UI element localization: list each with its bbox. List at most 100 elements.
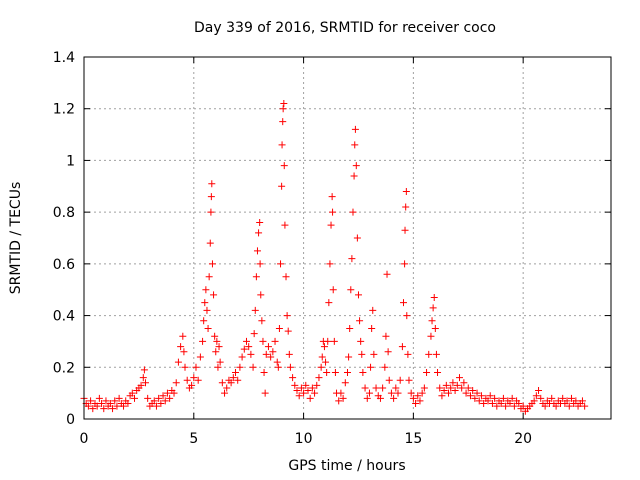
data-point: [188, 381, 196, 389]
data-point: [328, 193, 336, 201]
data-point: [120, 402, 128, 410]
data-point: [335, 397, 343, 405]
data-point: [300, 389, 308, 397]
data-point: [541, 402, 549, 410]
data-point: [363, 394, 371, 402]
data-point: [348, 255, 356, 263]
data-point: [141, 379, 149, 387]
data-point: [256, 260, 264, 268]
data-point: [236, 363, 244, 371]
data-point: [502, 402, 510, 410]
data-point: [357, 337, 365, 345]
data-point: [367, 363, 375, 371]
data-point: [324, 337, 332, 345]
data-point: [385, 376, 393, 384]
data-point: [170, 389, 178, 397]
data-point: [221, 389, 229, 397]
data-point: [190, 374, 198, 382]
data-point: [427, 332, 435, 340]
data-point: [229, 374, 237, 382]
data-point: [499, 394, 507, 402]
data-point: [194, 376, 202, 384]
data-point: [401, 226, 409, 234]
data-point: [412, 399, 420, 407]
data-point: [155, 394, 163, 402]
grid-lines: [84, 57, 611, 419]
data-point: [563, 397, 571, 405]
data-point: [166, 394, 174, 402]
data-point: [183, 376, 191, 384]
data-point: [354, 291, 362, 299]
data-point: [581, 402, 589, 410]
data-point: [179, 332, 187, 340]
data-point: [281, 221, 289, 229]
data-point: [368, 325, 376, 332]
data-point: [429, 304, 437, 312]
data-point: [306, 394, 314, 402]
data-point: [261, 389, 269, 397]
data-point: [115, 394, 123, 402]
data-point: [202, 286, 210, 294]
data-point: [304, 387, 312, 395]
data-point: [578, 397, 586, 405]
data-point: [157, 399, 165, 407]
data-point: [98, 399, 106, 407]
data-point: [227, 379, 235, 387]
data-point: [345, 353, 353, 361]
data-point: [405, 376, 413, 384]
data-point: [460, 379, 468, 387]
data-point: [211, 332, 219, 340]
data-point: [200, 317, 208, 325]
data-point: [329, 286, 337, 294]
x-tick-label: 15: [404, 431, 422, 447]
data-point: [150, 397, 158, 405]
data-point: [390, 394, 398, 402]
data-point: [89, 405, 97, 413]
data-point: [370, 350, 378, 358]
data-point: [537, 394, 545, 402]
data-point: [131, 394, 139, 402]
data-point: [445, 389, 453, 397]
data-point: [218, 379, 226, 387]
data-point: [283, 312, 291, 320]
x-axis-label: GPS time / hours: [288, 458, 405, 474]
data-point: [320, 343, 328, 351]
y-tick-label: 0.8: [53, 205, 75, 221]
data-point: [128, 389, 136, 397]
data-point: [140, 366, 148, 374]
data-point: [372, 384, 380, 392]
data-point: [349, 208, 357, 216]
data-point: [430, 293, 438, 301]
data-point: [232, 368, 240, 376]
data-point: [242, 337, 250, 345]
data-point: [295, 392, 303, 400]
data-point: [352, 162, 360, 170]
data-point: [207, 193, 215, 201]
data-point: [264, 343, 272, 351]
data-point: [486, 392, 494, 400]
data-point: [365, 389, 373, 397]
data-point: [113, 402, 121, 410]
data-point: [308, 384, 316, 392]
data-point: [297, 384, 305, 392]
data-point: [205, 273, 213, 281]
data-point: [532, 392, 540, 400]
data-point: [286, 363, 294, 371]
data-point: [247, 350, 255, 358]
data-point: [262, 350, 270, 358]
data-point: [106, 399, 114, 407]
data-point: [284, 327, 292, 335]
chart-title: Day 339 of 2016, SRMTID for receiver coc…: [194, 20, 496, 36]
data-point: [480, 399, 488, 407]
data-point: [359, 368, 367, 376]
data-point: [207, 208, 215, 216]
data-point: [398, 343, 406, 351]
data-point: [87, 397, 95, 405]
data-point: [473, 389, 481, 397]
data-point: [381, 363, 389, 371]
data-point: [442, 381, 450, 389]
data-point: [572, 397, 580, 405]
data-point: [339, 394, 347, 402]
data-point: [285, 350, 293, 358]
data-point: [139, 374, 147, 382]
